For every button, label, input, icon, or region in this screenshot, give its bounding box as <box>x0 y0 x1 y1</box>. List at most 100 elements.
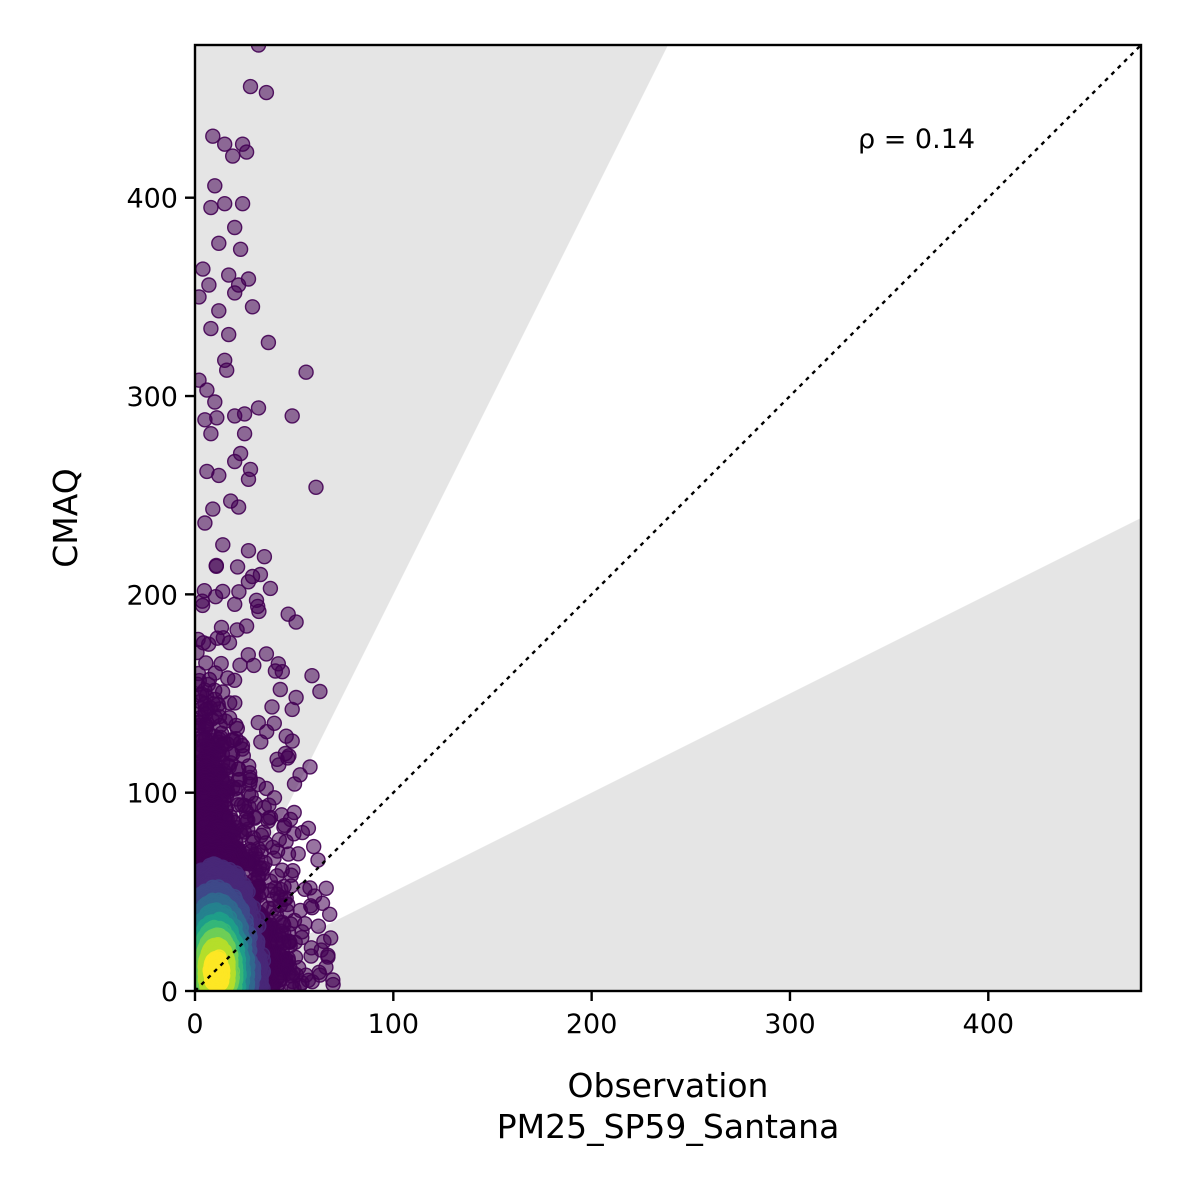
data-point-outlier <box>284 701 300 718</box>
data-point <box>221 635 238 651</box>
data-point-outlier <box>207 394 223 410</box>
data-point <box>195 597 211 614</box>
data-point <box>325 972 341 988</box>
data-point-outlier <box>205 128 221 144</box>
data-point <box>322 906 338 922</box>
data-point-outlier <box>284 733 300 749</box>
shaded-region-upper <box>195 45 668 991</box>
data-point-outlier <box>258 84 275 101</box>
data-point-outlier <box>298 364 314 380</box>
y-tick-label: 300 <box>126 382 178 413</box>
data-point-outlier <box>226 408 243 424</box>
data-point <box>303 948 319 964</box>
shaded-region-lower <box>195 518 1141 991</box>
y-tick-label: 100 <box>126 779 178 810</box>
data-point-outlier <box>224 148 241 164</box>
data-point-outlier <box>312 683 328 700</box>
data-point-outlier <box>238 618 255 634</box>
data-point <box>246 657 262 674</box>
data-point-outlier <box>220 326 237 343</box>
data-point-outlier <box>250 45 267 53</box>
data-point-outlier <box>272 681 288 698</box>
data-point-outlier <box>240 543 257 559</box>
data-point <box>271 757 287 773</box>
data-point-outlier <box>308 479 324 495</box>
data-point-outlier <box>230 499 247 515</box>
x-tick-label: 200 <box>566 1009 618 1040</box>
shaded-regions <box>195 45 1141 991</box>
x-tick-label: 300 <box>764 1009 816 1040</box>
data-point-outlier <box>201 277 217 293</box>
data-point-outlier <box>292 767 308 783</box>
data-point-outlier <box>316 933 332 950</box>
data-point-outlier <box>250 400 267 416</box>
data-point-outlier <box>209 410 225 426</box>
data-point-outlier <box>211 467 227 484</box>
data-point <box>232 657 248 673</box>
data-point-outlier <box>232 241 249 258</box>
data-point <box>229 559 246 575</box>
data-point-outlier <box>256 549 273 565</box>
x-tick-label: 400 <box>963 1009 1015 1040</box>
y-tick-label: 0 <box>161 977 178 1008</box>
data-point-outlier <box>197 515 213 531</box>
data-point-outlier <box>262 580 279 597</box>
x-axis-ticks: 0 100 200 300 400 <box>186 991 1014 1040</box>
data-point-outlier <box>238 144 255 160</box>
data-point-outlier <box>288 614 304 630</box>
y-axis-label: CMAQ <box>46 468 85 567</box>
data-point <box>310 918 327 934</box>
data-point <box>207 589 224 605</box>
data-point-outlier <box>203 426 219 442</box>
data-point <box>226 672 243 688</box>
data-point-outlier <box>211 303 227 319</box>
data-point-outlier <box>216 136 233 152</box>
data-point <box>208 558 225 574</box>
x-axis-label: Observation <box>568 1066 769 1105</box>
y-axis-ticks: 0 100 200 300 400 <box>126 184 195 1008</box>
data-point-outlier <box>244 568 261 585</box>
data-point-outlier <box>286 804 302 821</box>
y-tick-label: 200 <box>126 580 178 611</box>
data-point-outlier <box>302 759 318 775</box>
data-point <box>318 880 334 896</box>
data-point-outlier <box>304 668 320 684</box>
one-to-one-reference-line <box>195 45 1141 991</box>
data-point-outlier <box>195 261 211 277</box>
data-point-outlier <box>205 501 221 517</box>
data-point-outlier <box>310 852 326 868</box>
data-point-outlier <box>312 967 328 983</box>
data-point-outlier <box>211 235 227 252</box>
data-point-outlier <box>216 195 233 212</box>
data-point <box>195 644 205 661</box>
data-point-outlier <box>266 715 282 731</box>
data-point-outlier <box>207 178 223 194</box>
data-point-outlier <box>220 267 237 283</box>
correlation-annotation: ρ = 0.14 <box>858 124 975 155</box>
data-point <box>264 699 280 715</box>
plot-frame <box>193 43 1143 993</box>
data-point-outlier <box>203 320 219 337</box>
data-point-outlier <box>215 537 231 553</box>
data-point-outlier <box>304 900 320 916</box>
data-point-outlier <box>203 199 219 216</box>
data-point-outlier <box>302 880 318 896</box>
data-point-outlier <box>244 299 261 315</box>
data-point-outlier <box>195 289 207 305</box>
x-tick-label: 100 <box>368 1009 420 1040</box>
y-tick-label: 400 <box>126 184 178 215</box>
data-point-outlier <box>236 426 253 442</box>
scatter-points <box>195 45 341 991</box>
data-point-outlier <box>240 471 257 487</box>
data-point-outlier <box>260 334 277 351</box>
data-point-outlier <box>248 592 265 608</box>
data-point-outlier <box>218 362 235 378</box>
data-point-outlier <box>242 78 259 95</box>
data-point <box>253 734 269 750</box>
data-point <box>306 838 322 855</box>
data-point <box>200 636 217 652</box>
data-point-outlier <box>199 382 215 398</box>
data-point-outlier <box>284 408 300 424</box>
data-point-outlier <box>258 646 275 662</box>
